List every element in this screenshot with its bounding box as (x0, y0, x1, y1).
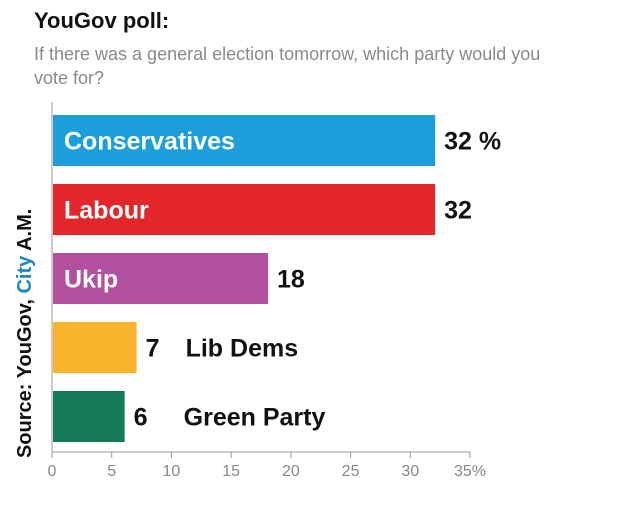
bar (53, 391, 125, 442)
bar-category-label: Green Party (184, 404, 326, 432)
x-tick-label: 20 (282, 463, 300, 480)
x-tick-label: 15 (222, 463, 240, 480)
x-tick-label: 30 (401, 463, 419, 480)
bar-value-label: 7 (146, 335, 160, 363)
x-tick-label: 25 (342, 463, 360, 480)
bar-category-label: Conservatives (64, 128, 235, 156)
bar (53, 322, 137, 373)
x-tick-label: 35% (454, 463, 486, 480)
bar-value-label: 32 (444, 197, 472, 225)
bar-value-label: 32 % (444, 128, 501, 156)
bar-category-label: Labour (64, 197, 149, 225)
bar-category-label: Ukip (64, 266, 118, 294)
chart-title: YouGov poll: (34, 8, 170, 33)
bar-category-label: Lib Dems (186, 335, 299, 363)
bar-value-label: 6 (134, 404, 148, 432)
bar (53, 253, 268, 304)
bar-value-label: 18 (277, 266, 305, 294)
bar (53, 184, 436, 235)
bar (53, 115, 436, 166)
x-tick-label: 5 (107, 463, 116, 480)
x-tick-label: 10 (163, 463, 181, 480)
x-tick-label: 0 (48, 463, 57, 480)
chart-subtitle: If there was a general election tomorrow… (34, 44, 541, 88)
